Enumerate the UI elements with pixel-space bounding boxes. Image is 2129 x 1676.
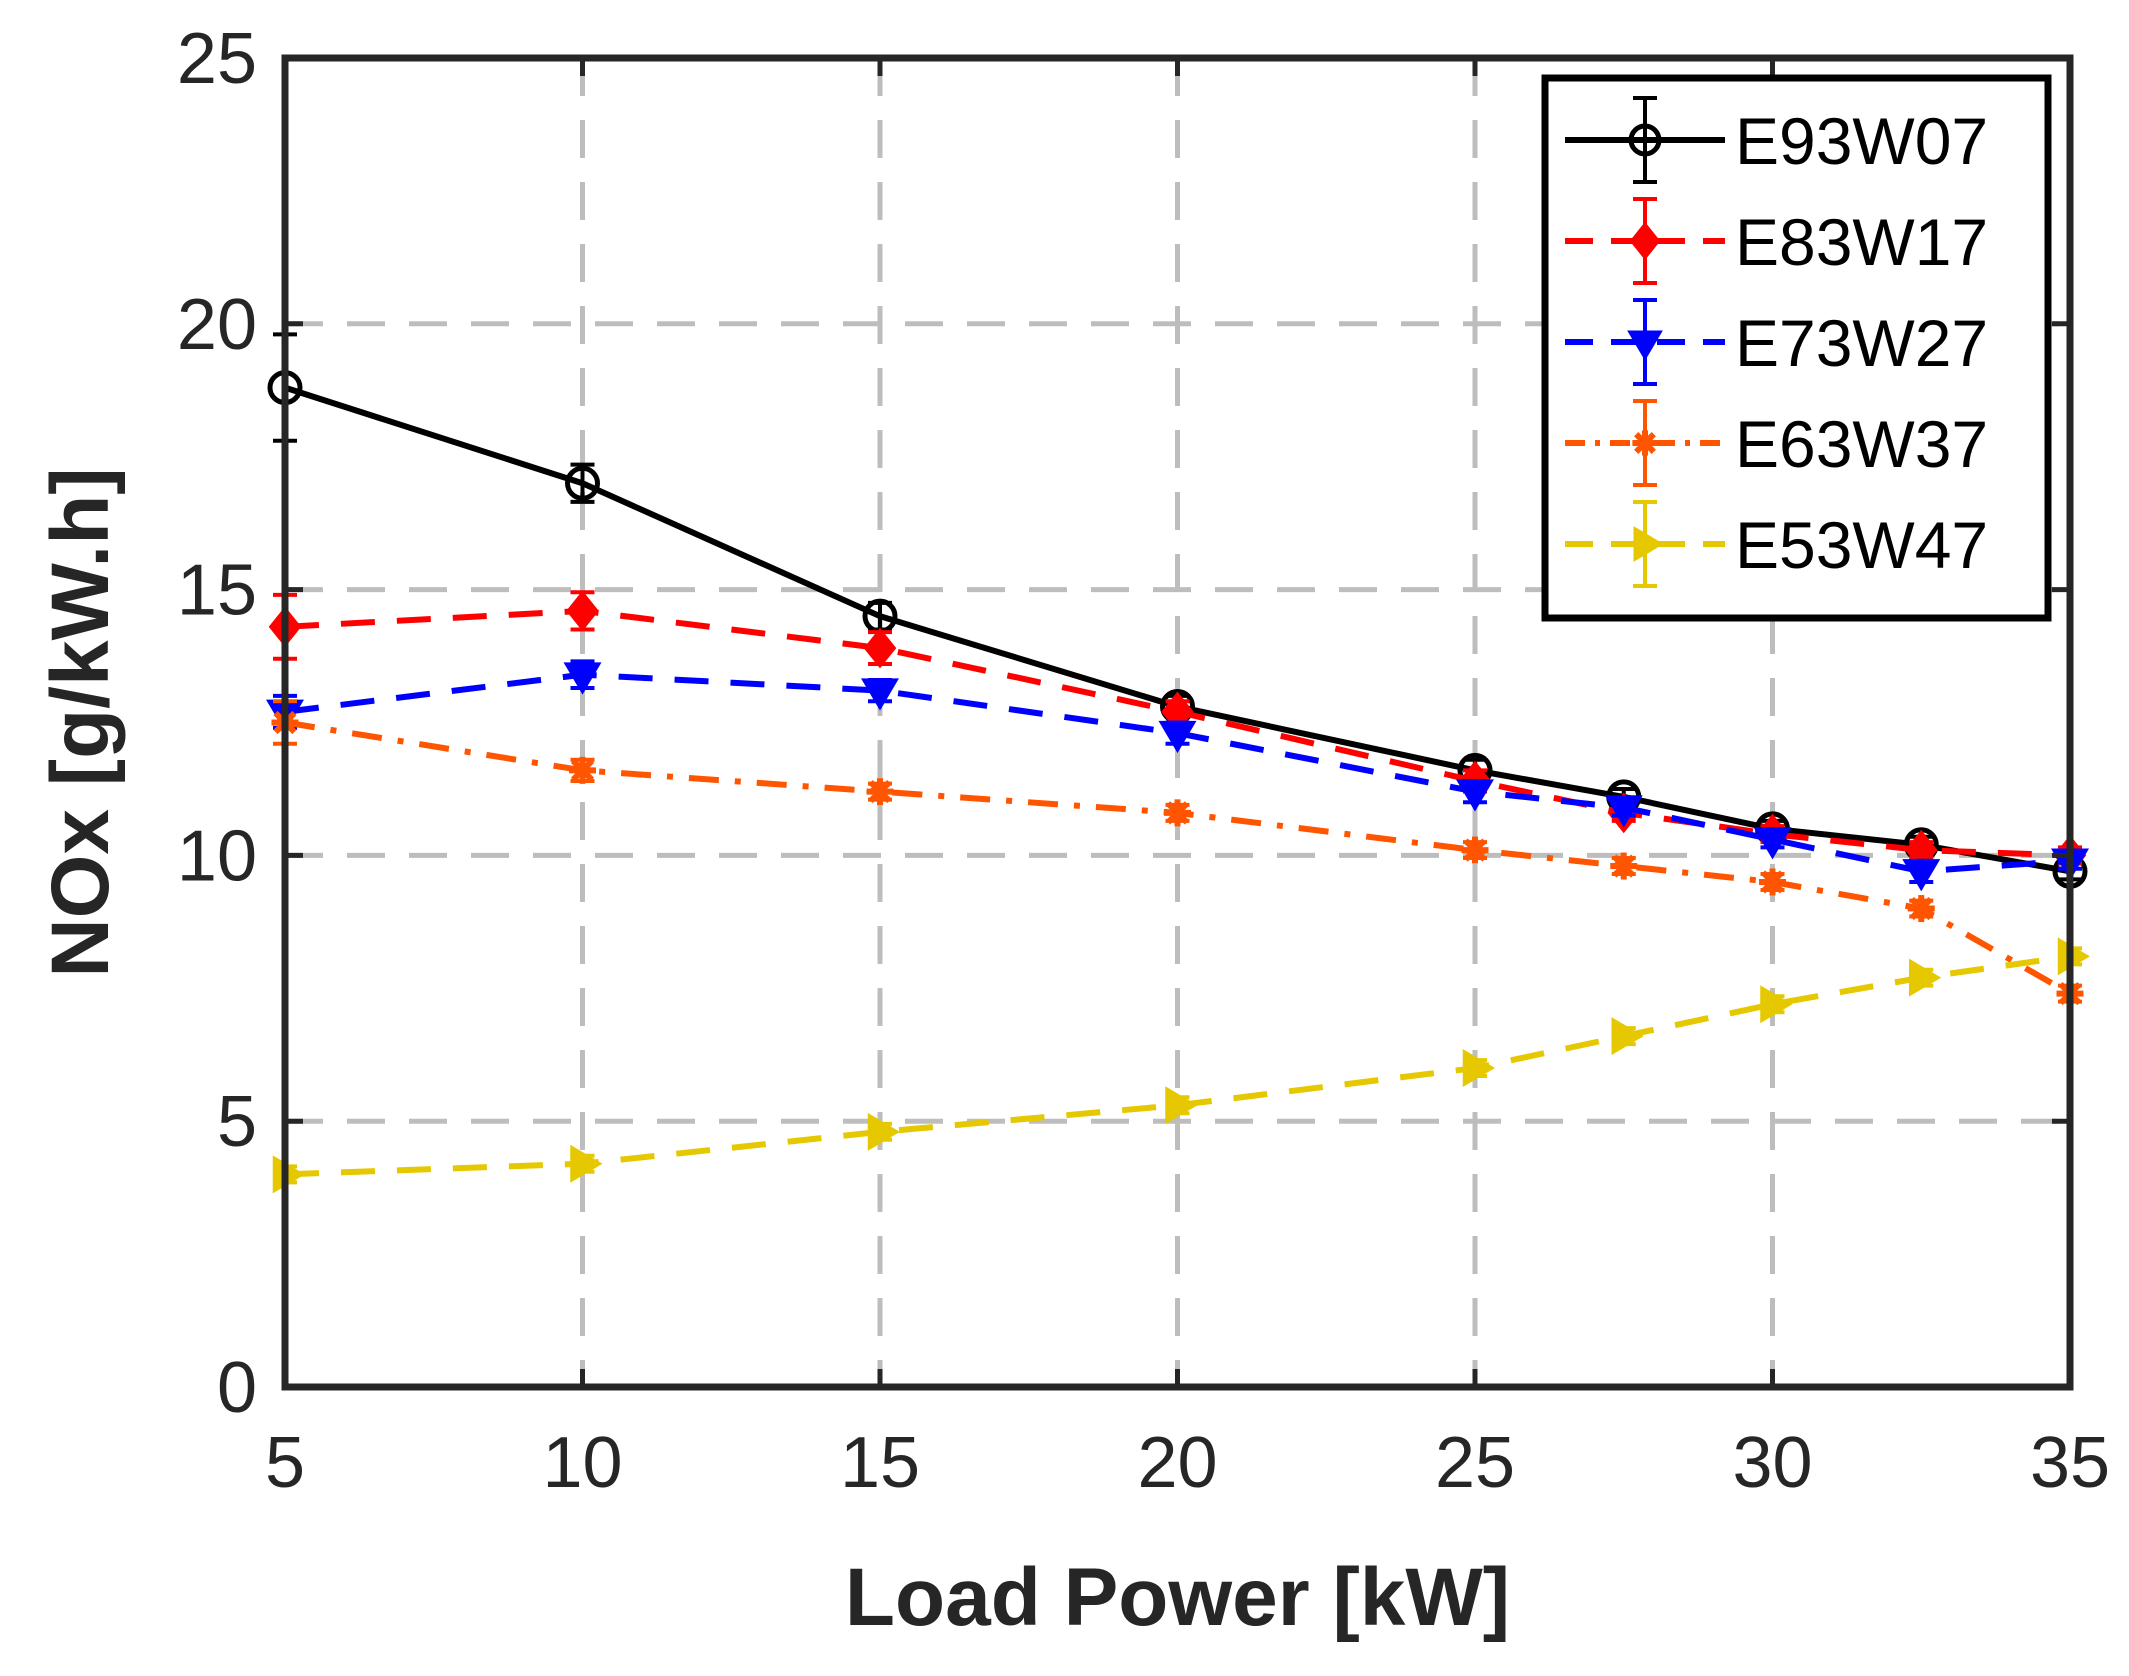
data-point-E63W37	[1164, 799, 1191, 827]
data-point-E73W27	[860, 678, 900, 711]
legend-entry-E73W27: E73W27	[1565, 298, 1988, 386]
data-point-E73W27	[1158, 720, 1197, 754]
series-layer	[265, 332, 2090, 1194]
data-point-E53W47	[1909, 958, 1942, 997]
legend-entry-E83W17: E83W17	[1565, 197, 1988, 285]
y-axis-title: NOx [g/kW.h]	[35, 467, 126, 977]
legend-label: E53W47	[1735, 508, 1988, 582]
data-point-E73W27	[1455, 779, 1495, 812]
legend-marker-E63W37-stroke	[1634, 432, 1656, 454]
data-point-E63W37-stroke	[570, 758, 595, 782]
data-point-E63W37-stroke	[868, 780, 892, 804]
legend-entry-E63W37: E63W37	[1565, 399, 1988, 487]
data-point-E63W37-stroke	[1165, 801, 1190, 825]
data-point-E63W37	[1759, 868, 1786, 896]
data-point-E63W37	[1461, 836, 1489, 864]
data-point-E53W47	[570, 1144, 603, 1183]
data-point-E73W27	[563, 662, 602, 695]
data-point-E73W27	[1604, 795, 1643, 828]
data-point-E63W37	[1610, 852, 1638, 880]
legend-marker-E73W27	[1627, 330, 1663, 361]
x-tick-label: 25	[1435, 1423, 1515, 1503]
data-point-E63W37-stroke	[1909, 896, 1933, 921]
x-axis-title: Load Power [kW]	[845, 1552, 1510, 1643]
legend-entry-E93W07: E93W07	[1565, 96, 1988, 184]
data-point-E93W07	[565, 465, 600, 501]
legend-label: E63W37	[1735, 407, 1988, 481]
data-point-E63W37-stroke	[1612, 854, 1636, 878]
legend-label: E93W07	[1735, 104, 1988, 178]
legend-box	[1541, 74, 2052, 622]
x-tick-label: 30	[1732, 1423, 1812, 1503]
data-point-E53W47	[1165, 1086, 1198, 1125]
data-point-E83W17	[863, 627, 897, 669]
legend-marker-E53W47	[1633, 526, 1664, 562]
y-tick-label: 15	[177, 551, 257, 631]
y-tick-label: 0	[217, 1348, 257, 1428]
data-point-E83W17	[566, 590, 599, 632]
y-tick-label: 10	[177, 816, 257, 896]
x-tick-label: 15	[840, 1423, 920, 1503]
y-tick-label: 25	[177, 19, 257, 99]
legend-label: E73W27	[1735, 306, 1988, 380]
x-tick-label: 20	[1137, 1423, 1217, 1503]
data-point-E53W47	[1462, 1049, 1495, 1088]
y-tick-label: 20	[177, 285, 257, 365]
legend-marker-E93W07	[1628, 123, 1662, 157]
data-point-E63W37-stroke	[1463, 838, 1487, 862]
data-point-E73W27	[1902, 859, 1941, 892]
y-tick-label: 5	[217, 1082, 257, 1162]
legend: E93W07 E83W17 E73W27 E63W37 E53W47	[1541, 74, 2052, 622]
data-point-E53W47	[1760, 985, 1793, 1024]
data-point-E53W47	[1611, 1017, 1644, 1056]
data-point-E73W27	[1753, 827, 1792, 860]
x-tick-label: 35	[2030, 1423, 2110, 1503]
data-point-E63W37-stroke	[1760, 870, 1785, 894]
x-tick-label: 10	[542, 1423, 622, 1503]
data-point-E63W37	[569, 756, 596, 784]
legend-label: E83W17	[1735, 205, 1988, 279]
error-bar-E93W07	[570, 462, 595, 504]
data-point-E63W37	[1907, 895, 1935, 923]
data-point-E63W37	[866, 778, 894, 806]
legend-marker-E83W17	[1629, 221, 1661, 261]
data-point-E53W47	[867, 1112, 900, 1151]
legend-marker-E63W37	[1632, 430, 1658, 456]
x-tick-label: 5	[265, 1423, 305, 1503]
legend-entry-E53W47: E53W47	[1565, 500, 1988, 588]
